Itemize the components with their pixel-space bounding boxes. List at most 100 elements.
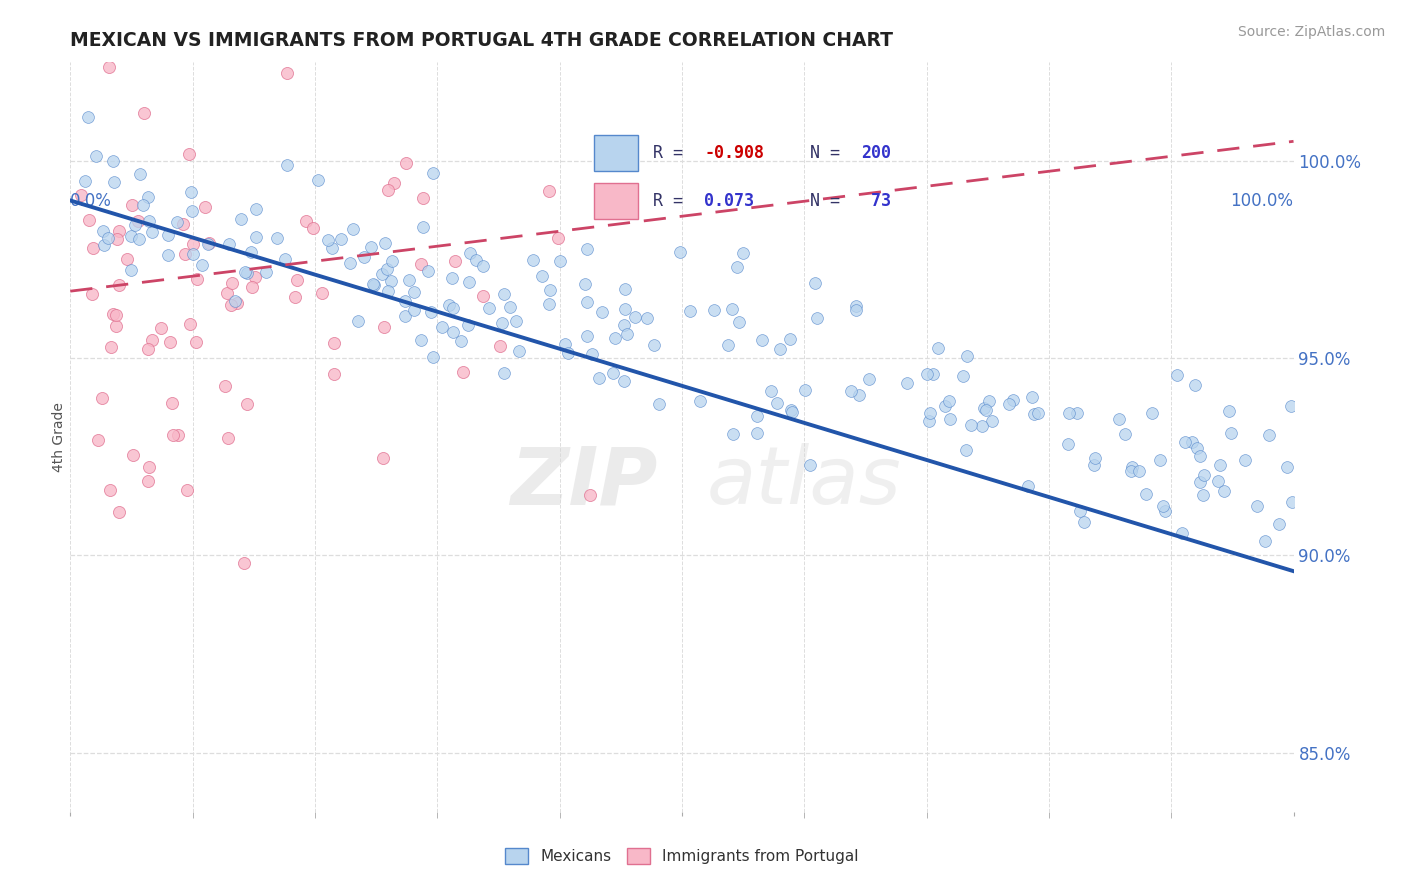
Point [458,275,481,289]
Point [703,303,725,318]
Point [766,396,789,410]
Point [505,314,527,328]
Point [395,155,418,169]
Point [172,217,194,231]
Point [761,384,783,399]
Point [976,402,998,417]
Point [233,265,256,279]
Point [779,402,801,417]
Point [1153,504,1175,518]
Point [547,231,569,245]
Point [120,229,142,244]
Point [235,397,257,411]
Point [1192,487,1215,501]
Point [848,388,870,402]
Point [1209,458,1232,472]
Point [918,413,941,427]
Point [1121,459,1143,474]
Point [581,347,603,361]
Point [1083,458,1105,472]
Point [236,266,259,280]
Point [643,338,665,352]
Point [422,166,444,180]
Point [841,384,863,399]
Point [404,303,426,318]
Point [453,365,475,379]
Point [1171,526,1194,541]
Point [952,368,974,383]
Point [174,247,197,261]
Point [522,253,544,268]
Point [751,333,773,347]
Point [1057,406,1080,420]
Point [339,256,361,270]
Point [575,294,598,309]
Point [84,148,107,162]
Point [141,333,163,347]
Point [394,309,416,323]
Point [845,302,868,317]
Point [538,283,561,297]
Point [149,321,172,335]
Point [548,254,571,268]
Point [346,314,368,328]
Point [323,367,346,381]
Point [441,326,464,340]
Point [1024,407,1046,421]
Point [780,405,803,419]
Point [136,190,159,204]
Text: 200: 200 [862,144,891,161]
Point [970,419,993,434]
Point [1066,406,1088,420]
Point [728,315,751,329]
Point [669,244,692,259]
Point [959,418,981,433]
Point [162,396,184,410]
Point [1152,499,1174,513]
Point [103,175,125,189]
Point [1174,435,1197,450]
Point [91,224,114,238]
Point [613,318,636,332]
Point [412,220,434,235]
Point [1246,499,1268,513]
Point [232,556,254,570]
Point [727,260,749,275]
Point [1208,474,1230,488]
Y-axis label: 4th Grade: 4th Grade [52,402,66,472]
Point [80,287,103,301]
Point [489,339,512,353]
Point [1218,403,1240,417]
Point [398,273,420,287]
Point [1213,484,1236,499]
Point [294,214,316,228]
Point [181,204,204,219]
Point [181,246,204,260]
Point [591,304,613,318]
Point [1233,452,1256,467]
Point [124,218,146,232]
Point [371,451,394,466]
Point [120,262,142,277]
Point [276,66,298,80]
Point [159,334,181,349]
Point [105,232,128,246]
Point [441,271,464,285]
Point [1002,393,1025,408]
Point [979,393,1001,408]
Point [245,230,267,244]
Point [141,225,163,239]
Point [98,60,121,74]
Point [181,237,204,252]
Point [804,277,827,291]
Point [321,241,343,255]
Point [1184,378,1206,392]
Point [1281,494,1303,508]
Point [374,235,396,250]
Point [1275,460,1298,475]
Point [858,372,880,386]
Point [747,425,769,440]
Point [179,318,201,332]
Point [375,261,398,276]
Point [1188,475,1211,490]
